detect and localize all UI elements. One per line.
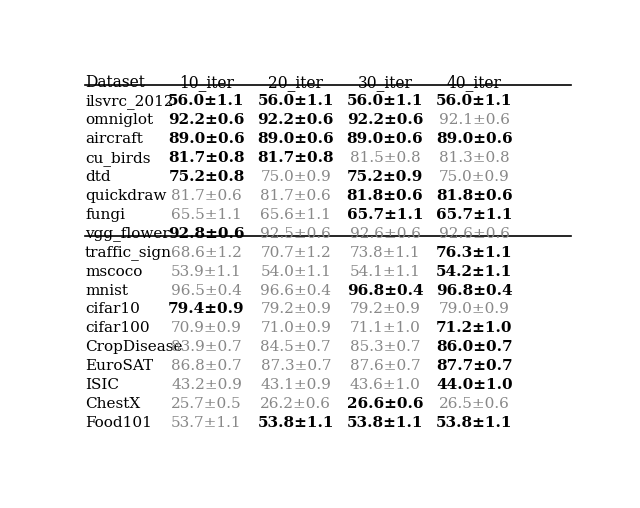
Text: 86.0±0.7: 86.0±0.7 (436, 340, 513, 355)
Text: 68.6±1.2: 68.6±1.2 (171, 245, 242, 260)
Text: 54.0±1.1: 54.0±1.1 (260, 265, 331, 278)
Text: omniglot: omniglot (85, 113, 153, 127)
Text: 30_iter: 30_iter (358, 74, 412, 91)
Text: 76.3±1.1: 76.3±1.1 (436, 245, 513, 260)
Text: 75.2±0.9: 75.2±0.9 (347, 170, 423, 184)
Text: 83.9±0.7: 83.9±0.7 (171, 340, 242, 355)
Text: 53.8±1.1: 53.8±1.1 (257, 416, 334, 430)
Text: 89.0±0.6: 89.0±0.6 (257, 132, 334, 146)
Text: 96.8±0.4: 96.8±0.4 (436, 283, 513, 298)
Text: 89.0±0.6: 89.0±0.6 (168, 132, 244, 146)
Text: 81.7±0.6: 81.7±0.6 (260, 188, 331, 203)
Text: 79.4±0.9: 79.4±0.9 (168, 302, 244, 316)
Text: 73.8±1.1: 73.8±1.1 (349, 245, 420, 260)
Text: 25.7±0.5: 25.7±0.5 (171, 397, 242, 411)
Text: 87.6±0.7: 87.6±0.7 (349, 359, 420, 373)
Text: 85.3±0.7: 85.3±0.7 (350, 340, 420, 355)
Text: 56.0±1.1: 56.0±1.1 (257, 94, 334, 108)
Text: 54.2±1.1: 54.2±1.1 (436, 265, 513, 278)
Text: 65.6±1.1: 65.6±1.1 (260, 208, 331, 221)
Text: 87.3±0.7: 87.3±0.7 (260, 359, 331, 373)
Text: 92.1±0.6: 92.1±0.6 (439, 113, 510, 127)
Text: 44.0±1.0: 44.0±1.0 (436, 378, 513, 392)
Text: traffic_sign: traffic_sign (85, 245, 172, 261)
Text: 43.2±0.9: 43.2±0.9 (171, 378, 242, 392)
Text: 81.5±0.8: 81.5±0.8 (349, 151, 420, 165)
Text: 81.7±0.6: 81.7±0.6 (171, 188, 242, 203)
Text: mnist: mnist (85, 283, 128, 298)
Text: mscoco: mscoco (85, 265, 142, 278)
Text: 81.8±0.6: 81.8±0.6 (436, 188, 513, 203)
Text: fungi: fungi (85, 208, 125, 221)
Text: 20_iter: 20_iter (268, 74, 323, 91)
Text: 81.7±0.8: 81.7±0.8 (257, 151, 334, 165)
Text: 79.0±0.9: 79.0±0.9 (439, 302, 509, 316)
Text: 92.2±0.6: 92.2±0.6 (347, 113, 423, 127)
Text: 81.3±0.8: 81.3±0.8 (439, 151, 509, 165)
Text: 81.8±0.6: 81.8±0.6 (347, 188, 423, 203)
Text: cifar100: cifar100 (85, 322, 150, 335)
Text: 53.8±1.1: 53.8±1.1 (436, 416, 513, 430)
Text: 65.7±1.1: 65.7±1.1 (436, 208, 513, 221)
Text: 71.2±1.0: 71.2±1.0 (436, 322, 513, 335)
Text: 53.7±1.1: 53.7±1.1 (171, 416, 242, 430)
Text: 56.0±1.1: 56.0±1.1 (347, 94, 423, 108)
Text: 96.6±0.4: 96.6±0.4 (260, 283, 332, 298)
Text: 96.5±0.4: 96.5±0.4 (171, 283, 242, 298)
Text: 92.6±0.6: 92.6±0.6 (349, 227, 420, 241)
Text: 70.9±0.9: 70.9±0.9 (171, 322, 242, 335)
Text: 92.2±0.6: 92.2±0.6 (168, 113, 244, 127)
Text: CropDisease: CropDisease (85, 340, 182, 355)
Text: 75.0±0.9: 75.0±0.9 (260, 170, 331, 184)
Text: ilsvrc_2012: ilsvrc_2012 (85, 94, 173, 109)
Text: 65.5±1.1: 65.5±1.1 (171, 208, 242, 221)
Text: 81.7±0.8: 81.7±0.8 (168, 151, 244, 165)
Text: 71.0±0.9: 71.0±0.9 (260, 322, 331, 335)
Text: 92.5±0.6: 92.5±0.6 (260, 227, 331, 241)
Text: 10_iter: 10_iter (179, 74, 234, 91)
Text: 89.0±0.6: 89.0±0.6 (436, 132, 513, 146)
Text: 92.2±0.6: 92.2±0.6 (257, 113, 334, 127)
Text: 79.2±0.9: 79.2±0.9 (349, 302, 420, 316)
Text: 70.7±1.2: 70.7±1.2 (260, 245, 331, 260)
Text: 87.7±0.7: 87.7±0.7 (436, 359, 513, 373)
Text: 86.8±0.7: 86.8±0.7 (171, 359, 242, 373)
Text: 26.6±0.6: 26.6±0.6 (347, 397, 423, 411)
Text: 53.9±1.1: 53.9±1.1 (171, 265, 242, 278)
Text: 79.2±0.9: 79.2±0.9 (260, 302, 331, 316)
Text: dtd: dtd (85, 170, 111, 184)
Text: 56.0±1.1: 56.0±1.1 (168, 94, 244, 108)
Text: 43.6±1.0: 43.6±1.0 (349, 378, 420, 392)
Text: 75.0±0.9: 75.0±0.9 (439, 170, 509, 184)
Text: 26.5±0.6: 26.5±0.6 (439, 397, 509, 411)
Text: Food101: Food101 (85, 416, 152, 430)
Text: vgg_flower: vgg_flower (85, 227, 170, 241)
Text: 89.0±0.6: 89.0±0.6 (347, 132, 423, 146)
Text: 75.2±0.8: 75.2±0.8 (168, 170, 244, 184)
Text: ISIC: ISIC (85, 378, 119, 392)
Text: 43.1±0.9: 43.1±0.9 (260, 378, 331, 392)
Text: EuroSAT: EuroSAT (85, 359, 153, 373)
Text: cifar10: cifar10 (85, 302, 140, 316)
Text: 26.2±0.6: 26.2±0.6 (260, 397, 332, 411)
Text: Dataset: Dataset (85, 74, 145, 91)
Text: 84.5±0.7: 84.5±0.7 (260, 340, 331, 355)
Text: quickdraw: quickdraw (85, 188, 166, 203)
Text: 65.7±1.1: 65.7±1.1 (347, 208, 423, 221)
Text: 71.1±1.0: 71.1±1.0 (349, 322, 420, 335)
Text: 40_iter: 40_iter (447, 74, 502, 91)
Text: 92.6±0.6: 92.6±0.6 (439, 227, 510, 241)
Text: ChestX: ChestX (85, 397, 140, 411)
Text: 53.8±1.1: 53.8±1.1 (347, 416, 423, 430)
Text: 54.1±1.1: 54.1±1.1 (349, 265, 420, 278)
Text: 56.0±1.1: 56.0±1.1 (436, 94, 513, 108)
Text: aircraft: aircraft (85, 132, 143, 146)
Text: 96.8±0.4: 96.8±0.4 (347, 283, 423, 298)
Text: cu_birds: cu_birds (85, 151, 150, 166)
Text: 92.8±0.6: 92.8±0.6 (168, 227, 244, 241)
